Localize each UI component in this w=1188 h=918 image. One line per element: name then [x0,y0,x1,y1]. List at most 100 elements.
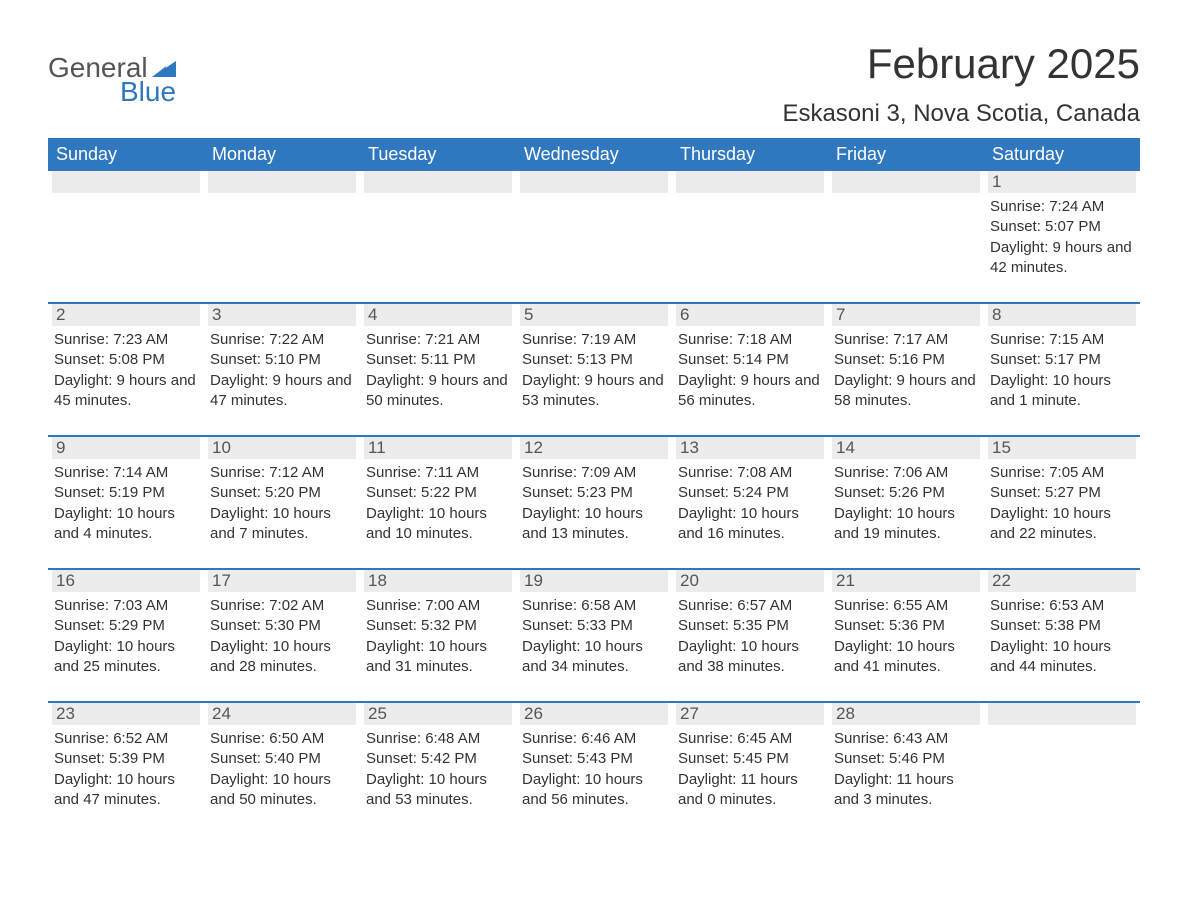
day-cell: 20Sunrise: 6:57 AMSunset: 5:35 PMDayligh… [672,570,828,683]
sunrise-text: Sunrise: 6:46 AM [522,729,666,749]
sunrise-text: Sunrise: 7:11 AM [366,463,510,483]
day-body: Sunrise: 6:45 AMSunset: 5:45 PMDaylight:… [676,725,824,810]
sunrise-text: Sunrise: 7:05 AM [990,463,1134,483]
day-number: 1 [988,172,1001,192]
sunrise-text: Sunrise: 7:15 AM [990,330,1134,350]
day-body: Sunrise: 7:11 AMSunset: 5:22 PMDaylight:… [364,459,512,544]
sunset-text: Sunset: 5:20 PM [210,483,354,503]
day-number: 14 [832,438,855,458]
day-cell: 11Sunrise: 7:11 AMSunset: 5:22 PMDayligh… [360,437,516,550]
sunset-text: Sunset: 5:13 PM [522,350,666,370]
daynum-band: 1 [988,171,1136,193]
day-number: 23 [52,704,75,724]
daynum-band: 7 [832,304,980,326]
week-row: 23Sunrise: 6:52 AMSunset: 5:39 PMDayligh… [48,701,1140,816]
sunset-text: Sunset: 5:14 PM [678,350,822,370]
day-cell: 24Sunrise: 6:50 AMSunset: 5:40 PMDayligh… [204,703,360,816]
day-number: 7 [832,305,845,325]
sunset-text: Sunset: 5:30 PM [210,616,354,636]
daylight-text: Daylight: 9 hours and 50 minutes. [366,371,510,412]
week-row: 1Sunrise: 7:24 AMSunset: 5:07 PMDaylight… [48,171,1140,284]
daynum-band: 2 [52,304,200,326]
day-body: Sunrise: 7:18 AMSunset: 5:14 PMDaylight:… [676,326,824,411]
daylight-text: Daylight: 9 hours and 58 minutes. [834,371,978,412]
day-cell: 8Sunrise: 7:15 AMSunset: 5:17 PMDaylight… [984,304,1140,417]
day-cell: 3Sunrise: 7:22 AMSunset: 5:10 PMDaylight… [204,304,360,417]
day-body: Sunrise: 6:43 AMSunset: 5:46 PMDaylight:… [832,725,980,810]
day-number: 9 [52,438,65,458]
day-cell: 13Sunrise: 7:08 AMSunset: 5:24 PMDayligh… [672,437,828,550]
sunset-text: Sunset: 5:27 PM [990,483,1134,503]
weekday-header: Tuesday [360,138,516,171]
daynum-band: 23 [52,703,200,725]
daylight-text: Daylight: 10 hours and 22 minutes. [990,504,1134,545]
sunrise-text: Sunrise: 7:17 AM [834,330,978,350]
sunset-text: Sunset: 5:33 PM [522,616,666,636]
brand-logo: General Blue [48,40,176,108]
sunrise-text: Sunrise: 7:03 AM [54,596,198,616]
day-body: Sunrise: 6:58 AMSunset: 5:33 PMDaylight:… [520,592,668,677]
day-body: Sunrise: 6:52 AMSunset: 5:39 PMDaylight:… [52,725,200,810]
sunrise-text: Sunrise: 7:23 AM [54,330,198,350]
day-cell: 14Sunrise: 7:06 AMSunset: 5:26 PMDayligh… [828,437,984,550]
day-cell: 19Sunrise: 6:58 AMSunset: 5:33 PMDayligh… [516,570,672,683]
weeks-container: 1Sunrise: 7:24 AMSunset: 5:07 PMDaylight… [48,171,1140,816]
weekday-header: Friday [828,138,984,171]
day-cell: 10Sunrise: 7:12 AMSunset: 5:20 PMDayligh… [204,437,360,550]
day-cell-empty [516,171,672,284]
day-number: 26 [520,704,543,724]
daynum-band: 4 [364,304,512,326]
daynum-band: 3 [208,304,356,326]
day-body: Sunrise: 6:53 AMSunset: 5:38 PMDaylight:… [988,592,1136,677]
weekday-header: Saturday [984,138,1140,171]
day-number: 21 [832,571,855,591]
header: General Blue February 2025 Eskasoni 3, N… [48,40,1140,128]
sunset-text: Sunset: 5:43 PM [522,749,666,769]
day-cell: 25Sunrise: 6:48 AMSunset: 5:42 PMDayligh… [360,703,516,816]
day-cell: 23Sunrise: 6:52 AMSunset: 5:39 PMDayligh… [48,703,204,816]
sunrise-text: Sunrise: 6:58 AM [522,596,666,616]
daynum-band: 10 [208,437,356,459]
sunset-text: Sunset: 5:32 PM [366,616,510,636]
day-number: 25 [364,704,387,724]
day-body: Sunrise: 7:02 AMSunset: 5:30 PMDaylight:… [208,592,356,677]
day-body: Sunrise: 6:46 AMSunset: 5:43 PMDaylight:… [520,725,668,810]
weekday-header-row: Sunday Monday Tuesday Wednesday Thursday… [48,138,1140,171]
daynum-band: 5 [520,304,668,326]
day-cell: 1Sunrise: 7:24 AMSunset: 5:07 PMDaylight… [984,171,1140,284]
sunrise-text: Sunrise: 7:24 AM [990,197,1134,217]
day-number: 5 [520,305,533,325]
brand-triangle-icon [152,59,176,77]
day-cell: 4Sunrise: 7:21 AMSunset: 5:11 PMDaylight… [360,304,516,417]
daynum-band [832,171,980,193]
day-body: Sunrise: 7:24 AMSunset: 5:07 PMDaylight:… [988,193,1136,278]
daylight-text: Daylight: 10 hours and 1 minute. [990,371,1134,412]
weekday-header: Thursday [672,138,828,171]
sunset-text: Sunset: 5:16 PM [834,350,978,370]
week-row: 16Sunrise: 7:03 AMSunset: 5:29 PMDayligh… [48,568,1140,683]
title-block: February 2025 Eskasoni 3, Nova Scotia, C… [782,40,1140,128]
daynum-band [676,171,824,193]
sunrise-text: Sunrise: 6:55 AM [834,596,978,616]
brand-text-2: Blue [120,76,176,108]
daynum-band: 19 [520,570,668,592]
sunrise-text: Sunrise: 7:12 AM [210,463,354,483]
day-body: Sunrise: 7:19 AMSunset: 5:13 PMDaylight:… [520,326,668,411]
day-body: Sunrise: 7:03 AMSunset: 5:29 PMDaylight:… [52,592,200,677]
day-number: 3 [208,305,221,325]
daynum-band [988,703,1136,725]
day-body: Sunrise: 7:12 AMSunset: 5:20 PMDaylight:… [208,459,356,544]
sunrise-text: Sunrise: 6:45 AM [678,729,822,749]
daynum-band [208,171,356,193]
day-number: 20 [676,571,699,591]
day-cell: 18Sunrise: 7:00 AMSunset: 5:32 PMDayligh… [360,570,516,683]
sunrise-text: Sunrise: 6:57 AM [678,596,822,616]
daynum-band: 28 [832,703,980,725]
sunset-text: Sunset: 5:36 PM [834,616,978,636]
day-number: 13 [676,438,699,458]
weekday-header: Sunday [48,138,204,171]
daynum-band: 11 [364,437,512,459]
daynum-band: 6 [676,304,824,326]
day-body: Sunrise: 7:21 AMSunset: 5:11 PMDaylight:… [364,326,512,411]
daynum-band: 21 [832,570,980,592]
